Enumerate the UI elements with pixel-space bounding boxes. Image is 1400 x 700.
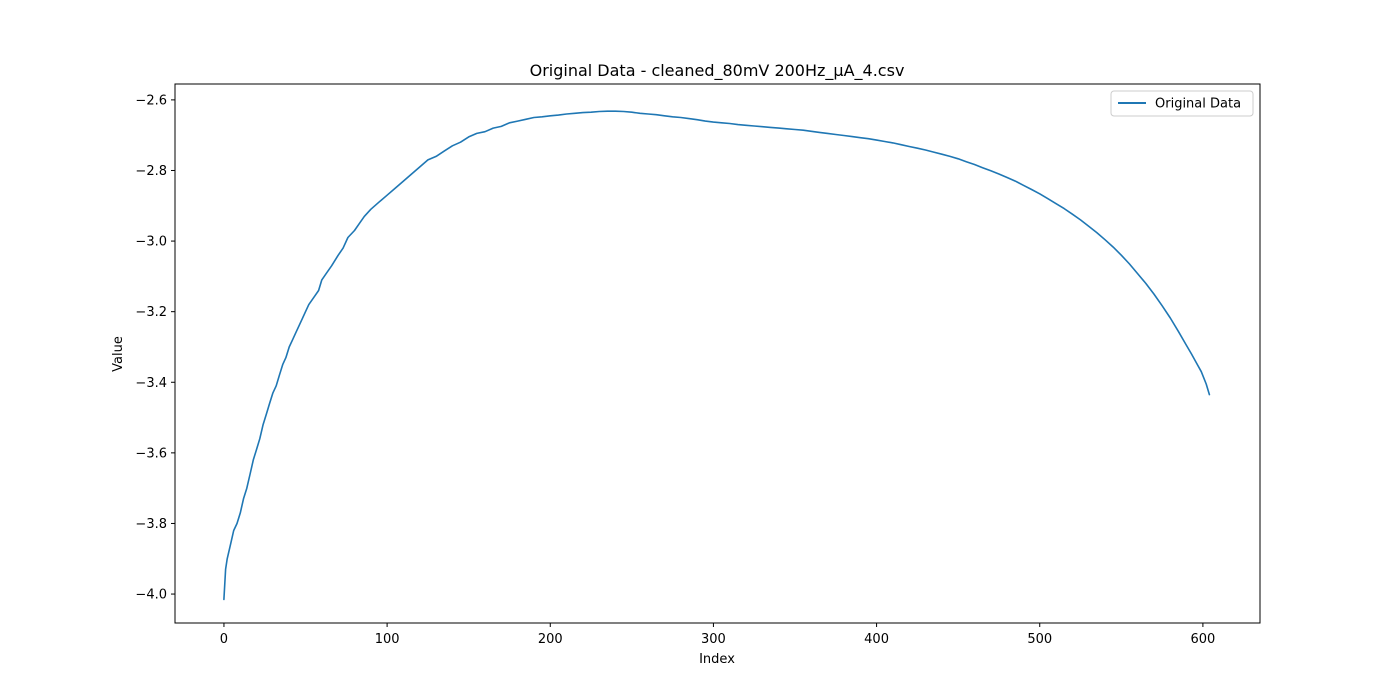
y-tick-label: −3.2 bbox=[135, 305, 167, 320]
y-tick-label: −2.6 bbox=[135, 93, 167, 108]
x-tick-label: 100 bbox=[375, 632, 400, 647]
chart-title: Original Data - cleaned_80mV 200Hz_µA_4.… bbox=[530, 61, 905, 81]
plot-frame bbox=[174, 83, 1261, 624]
legend-box bbox=[1110, 90, 1254, 117]
y-tick-label: −4.0 bbox=[135, 588, 167, 603]
x-tick-label: 500 bbox=[1027, 632, 1052, 647]
y-axis: −4.0 −3.8 −3.6 −3.4 −3.2 −3.0 −2.8 −2.6 bbox=[135, 93, 175, 603]
x-axis-label: Index bbox=[699, 652, 735, 667]
x-axis: 0 100 200 300 400 500 600 bbox=[220, 623, 1215, 647]
y-tick-label: −2.8 bbox=[135, 164, 167, 179]
x-tick-label: 300 bbox=[701, 632, 726, 647]
legend: Original Data bbox=[1110, 90, 1254, 117]
series-line-original-data bbox=[223, 110, 1211, 601]
x-tick-label: 600 bbox=[1190, 632, 1215, 647]
y-tick-label: −3.6 bbox=[135, 446, 167, 461]
x-tick-label: 400 bbox=[864, 632, 889, 647]
y-tick-label: −3.0 bbox=[135, 235, 167, 250]
x-tick-label: 0 bbox=[220, 632, 228, 647]
y-axis-label: Value bbox=[111, 336, 126, 372]
y-tick-label: −3.4 bbox=[135, 376, 167, 391]
plot-area bbox=[175, 84, 1260, 623]
y-tick-label: −3.8 bbox=[135, 517, 167, 532]
series-layer bbox=[223, 110, 1211, 601]
legend-entry-label: Original Data bbox=[1155, 97, 1241, 112]
x-tick-label: 200 bbox=[538, 632, 563, 647]
